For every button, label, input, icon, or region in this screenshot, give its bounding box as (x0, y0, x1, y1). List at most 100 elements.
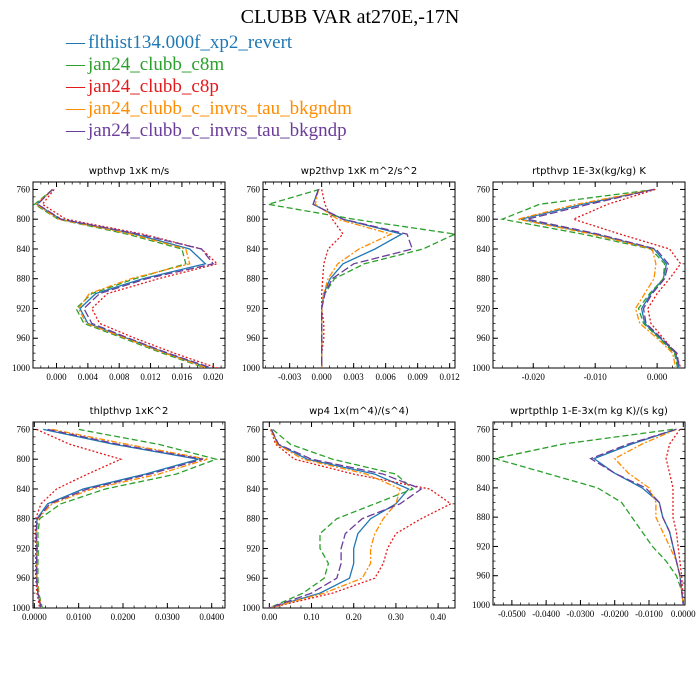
series-line (517, 188, 677, 368)
y-tick-label: 880 (247, 514, 261, 524)
x-tick-label: -0.0500 (498, 609, 526, 619)
x-tick-label: 0.0000 (22, 612, 47, 622)
legend-label: jan24_clubb_c8p (88, 76, 219, 97)
y-tick-label: 960 (247, 333, 261, 343)
series-line (499, 188, 679, 368)
y-tick-label: 880 (477, 512, 491, 522)
x-tick-label: -0.0300 (567, 609, 595, 619)
legend-swatch: — (66, 54, 85, 75)
y-tick-label: 800 (17, 454, 31, 464)
chart-panel: wp4 1x(m^4)/(s^4)76080084088092096010000… (242, 406, 456, 622)
plot-frame (32, 181, 226, 369)
legend-swatch: — (66, 76, 85, 97)
x-tick-label: 0.000 (647, 372, 668, 382)
x-tick-label: 0.30 (388, 612, 404, 622)
y-tick-label: 1000 (242, 363, 261, 373)
y-tick-label: 880 (17, 274, 31, 284)
x-tick-label: 0.0200 (111, 612, 136, 622)
y-tick-label: 760 (477, 424, 491, 434)
series-line (35, 188, 210, 368)
x-tick-label: 0.003 (344, 372, 365, 382)
series-line (665, 428, 684, 605)
y-tick-label: 880 (477, 274, 491, 284)
x-tick-label: 0.40 (430, 612, 446, 622)
y-tick-label: 1000 (472, 600, 491, 610)
plot-frame (492, 181, 686, 369)
series-line (36, 188, 215, 368)
y-tick-label: 840 (247, 484, 261, 494)
y-tick-label: 1000 (472, 363, 491, 373)
chart-panel: thlpthvp 1xK^2 760 800 840 880 920 960 10000.00… (12, 406, 226, 622)
y-tick-label: 800 (247, 454, 261, 464)
chart-panel: rtpthvp 1E-3x(kg/kg) K 760 800 840 880 920 960… (472, 166, 686, 382)
chart-panel: wp2thvp 1xK m^2/s^2 760 800 840 880 920 960 100… (242, 166, 460, 382)
y-tick-label: 1000 (12, 363, 31, 373)
y-tick-label: 800 (477, 214, 491, 224)
series-line (592, 428, 684, 605)
x-tick-label: 0.000 (312, 372, 333, 382)
series-line (35, 188, 208, 368)
y-tick-label: 960 (247, 573, 261, 583)
x-tick-label: 0.10 (304, 612, 320, 622)
x-tick-label: -0.0200 (601, 609, 629, 619)
series-line (34, 428, 123, 608)
x-tick-label: 0.020 (203, 372, 224, 382)
series-line (33, 188, 206, 368)
panel-title: wprtpthlp 1-E-3x(m kg K)/(s kg) (510, 406, 668, 417)
x-tick-label: 0.000 (46, 372, 67, 382)
panel-title: thlpthvp 1xK^2 (90, 406, 169, 417)
y-tick-label: 840 (17, 484, 31, 494)
legend-label: flthist134.000f_xp2_revert (88, 32, 293, 53)
x-tick-label: -0.010 (584, 372, 608, 382)
legend-entry: — jan24_clubb_c_invrs_tau_bkgndm (66, 98, 352, 120)
series-line (269, 429, 423, 608)
y-tick-label: 960 (477, 333, 491, 343)
legend-swatch: — (66, 32, 85, 53)
x-tick-label: 0.006 (376, 372, 397, 382)
y-tick-label: 880 (247, 274, 261, 284)
y-tick-label: 960 (17, 573, 31, 583)
plot-frame (32, 421, 226, 609)
panel-title: rtpthvp 1E-3x(kg/kg) K (532, 166, 646, 177)
y-tick-label: 760 (17, 184, 31, 194)
panel-title: wp2thvp 1xK m^2/s^2 (301, 166, 417, 177)
x-tick-label: 0.0000 (671, 609, 696, 619)
legend-entry: — flthist134.000f_xp2_revert (66, 32, 352, 54)
legend: — flthist134.000f_xp2_revert — jan24_clubb… (66, 32, 352, 142)
x-tick-label: -0.020 (522, 372, 546, 382)
y-tick-label: 840 (477, 244, 491, 254)
y-tick-label: 920 (17, 543, 31, 553)
series-line (269, 429, 401, 608)
y-tick-label: 840 (247, 244, 261, 254)
legend-label: jan24_clubb_c_invrs_tau_bkgndp (88, 120, 347, 141)
x-tick-label: 0.00 (261, 612, 277, 622)
series-line (269, 429, 410, 608)
series-line (37, 428, 219, 608)
series-line (589, 428, 684, 605)
x-tick-label: 0.004 (78, 372, 99, 382)
y-tick-label: 1000 (242, 603, 261, 613)
x-tick-label: -0.003 (278, 372, 302, 382)
x-tick-label: 0.012 (140, 372, 160, 382)
y-tick-label: 920 (247, 303, 261, 313)
y-tick-label: 760 (17, 424, 31, 434)
x-tick-label: 0.0100 (66, 612, 91, 622)
series-line (35, 428, 203, 608)
figure-title: CLUBB VAR at270E,-17N (240, 6, 460, 28)
y-tick-label: 800 (17, 214, 31, 224)
y-tick-label: 840 (17, 244, 31, 254)
x-tick-label: 0.0400 (199, 612, 224, 622)
y-tick-label: 760 (247, 424, 261, 434)
x-tick-label: 0.012 (440, 372, 460, 382)
series-line (269, 428, 415, 608)
series-line (321, 189, 344, 368)
panel-title: wp4 1x(m^4)/(s^4) (309, 406, 409, 417)
y-tick-label: 800 (477, 454, 491, 464)
y-tick-label: 880 (17, 514, 31, 524)
series-line (268, 188, 455, 368)
series-line (571, 188, 682, 368)
plot-frame (262, 181, 456, 369)
x-tick-label: -0.0400 (532, 609, 560, 619)
y-tick-label: 760 (477, 184, 491, 194)
